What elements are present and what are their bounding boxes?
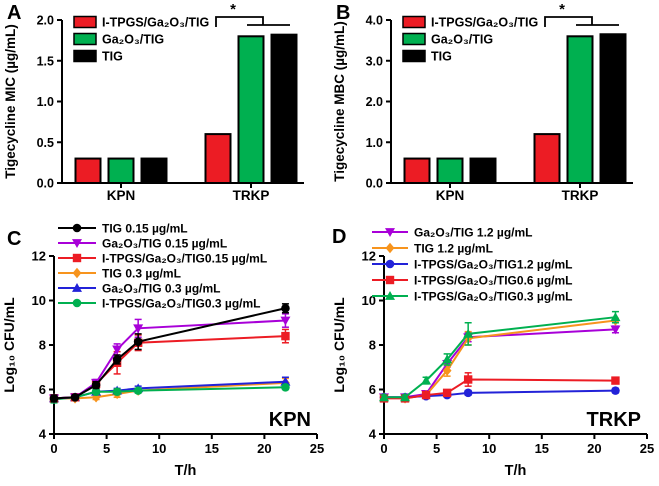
bar-TRKP-2 xyxy=(599,33,627,185)
svg-text:20: 20 xyxy=(257,441,271,456)
svg-text:2.0: 2.0 xyxy=(37,14,54,28)
panel-c-label: C xyxy=(7,228,22,250)
svg-text:0.5: 0.5 xyxy=(37,136,54,150)
svg-text:5: 5 xyxy=(103,441,110,456)
legend-B: I-TPGS/Ga₂O₃/TIG Ga₂O₃/TIG TIG xyxy=(402,16,538,64)
svg-text:TIG 0.15 µg/mL: TIG 0.15 µg/mL xyxy=(102,222,188,236)
svg-text:I-TPGS/Ga₂O₃/TIG: I-TPGS/Ga₂O₃/TIG xyxy=(431,16,538,30)
svg-text:6: 6 xyxy=(369,382,376,397)
panel-b-label: B xyxy=(336,2,351,24)
series-line xyxy=(49,303,290,403)
svg-text:TRKP: TRKP xyxy=(562,188,599,203)
svg-text:I-TPGS/Ga₂O₃/TIG0.3 µg/mL: I-TPGS/Ga₂O₃/TIG0.3 µg/mL xyxy=(102,297,260,311)
svg-text:4: 4 xyxy=(39,427,47,442)
svg-text:T/h: T/h xyxy=(505,463,527,479)
svg-text:6: 6 xyxy=(39,382,46,397)
bar-TRKP-1 xyxy=(237,35,265,184)
series-C xyxy=(49,303,291,404)
svg-text:I-TPGS/Ga₂O₃/TIG1.2 µg/mL: I-TPGS/Ga₂O₃/TIG1.2 µg/mL xyxy=(414,258,572,272)
svg-text:25: 25 xyxy=(640,441,654,456)
bar-KPN-2 xyxy=(140,157,168,185)
svg-text:TIG: TIG xyxy=(431,50,452,64)
bar-KPN-0 xyxy=(403,157,431,185)
svg-text:TIG: TIG xyxy=(102,50,123,64)
svg-text:T/h: T/h xyxy=(175,463,197,479)
svg-text:TIG 0.3 µg/mL: TIG 0.3 µg/mL xyxy=(102,267,181,281)
svg-text:20: 20 xyxy=(587,441,601,456)
svg-text:KPN: KPN xyxy=(269,409,311,431)
svg-text:*: * xyxy=(559,1,565,18)
svg-text:I-TPGS/Ga₂O₃/TIG0.6 µg/mL: I-TPGS/Ga₂O₃/TIG0.6 µg/mL xyxy=(414,274,572,288)
svg-text:*: * xyxy=(230,1,236,18)
svg-text:3.0: 3.0 xyxy=(366,54,383,68)
bar-KPN-1 xyxy=(107,157,135,185)
svg-text:0.0: 0.0 xyxy=(366,177,383,191)
legend-D: Ga₂O₃/TIG 1.2 µg/mL TIG 1.2 µg/mL I-TPGS/G… xyxy=(372,226,572,304)
svg-text:5: 5 xyxy=(433,441,440,456)
panel-b-mbc-bar-chart: 0.0 1.0 2.0 3.0 4.0 Tigecycline MBC (µg/mL) KP… xyxy=(332,1,633,203)
svg-text:Ga₂O₃/TIG: Ga₂O₃/TIG xyxy=(102,33,164,47)
panel-a-label: A xyxy=(7,2,22,24)
svg-text:1.0: 1.0 xyxy=(366,136,383,150)
bars-B xyxy=(403,33,627,185)
series-line xyxy=(379,310,621,402)
svg-text:1.5: 1.5 xyxy=(37,54,54,68)
svg-text:4.0: 4.0 xyxy=(366,14,383,28)
bar-KPN-2 xyxy=(469,157,497,185)
svg-text:Ga₂O₃/TIG 1.2 µg/mL: Ga₂O₃/TIG 1.2 µg/mL xyxy=(414,226,532,240)
svg-text:8: 8 xyxy=(39,338,46,353)
svg-text:4: 4 xyxy=(369,427,377,442)
svg-text:Tigecycline MBC (µg/mL): Tigecycline MBC (µg/mL) xyxy=(332,21,347,182)
panel-d-label: D xyxy=(332,226,347,248)
svg-text:TRKP: TRKP xyxy=(587,409,641,431)
axes-C: 4 6 8 10 12 0 5 10 15 20 25 T/h Log₁₀ CFU/mL KPN xyxy=(1,249,324,480)
svg-text:Ga₂O₃/TIG 0.15 µg/mL: Ga₂O₃/TIG 0.15 µg/mL xyxy=(102,237,227,251)
bar-KPN-0 xyxy=(74,157,102,185)
svg-text:TIG 1.2 µg/mL: TIG 1.2 µg/mL xyxy=(414,242,493,256)
significance-bracket-B: * xyxy=(544,1,619,27)
svg-text:1.0: 1.0 xyxy=(37,95,54,109)
svg-text:15: 15 xyxy=(535,441,549,456)
svg-text:10: 10 xyxy=(152,441,166,456)
svg-text:12: 12 xyxy=(32,249,46,264)
svg-text:0: 0 xyxy=(380,441,387,456)
panel-a-mic-bar-chart: 0.0 0.5 1.0 1.5 2.0 Tigecycline MIC (µg/mL) KP… xyxy=(3,1,304,203)
bars-A xyxy=(74,33,298,185)
svg-text:KPN: KPN xyxy=(436,188,465,203)
svg-text:25: 25 xyxy=(310,441,324,456)
svg-text:Log₁₀ CFU/mL: Log₁₀ CFU/mL xyxy=(1,297,17,393)
svg-text:Ga₂O₃/TIG: Ga₂O₃/TIG xyxy=(431,33,493,47)
series-D xyxy=(379,310,621,404)
svg-text:TRKP: TRKP xyxy=(233,188,270,203)
bar-TRKP-0 xyxy=(204,133,232,185)
bar-TRKP-2 xyxy=(270,33,298,184)
svg-text:Tigecycline MIC (µg/mL): Tigecycline MIC (µg/mL) xyxy=(3,24,18,179)
svg-text:10: 10 xyxy=(482,441,496,456)
panel-c-growth-curve-kpn: 4 6 8 10 12 0 5 10 15 20 25 T/h Log₁₀ CFU/mL KPN TIG 0… xyxy=(1,222,324,480)
svg-text:0.0: 0.0 xyxy=(37,177,54,191)
svg-text:Log₁₀ CFU/mL: Log₁₀ CFU/mL xyxy=(331,297,347,393)
svg-text:I-TPGS/Ga₂O₃/TIG0.3 µg/mL: I-TPGS/Ga₂O₃/TIG0.3 µg/mL xyxy=(414,290,572,304)
bar-KPN-1 xyxy=(436,157,464,185)
axes-A: 0.0 0.5 1.0 1.5 2.0 Tigecycline MIC (µg/mL) KP… xyxy=(3,14,304,203)
svg-text:15: 15 xyxy=(205,441,219,456)
svg-text:8: 8 xyxy=(369,338,376,353)
svg-text:I-TPGS/Ga₂O₃/TIG: I-TPGS/Ga₂O₃/TIG xyxy=(102,16,209,30)
svg-text:Ga₂O₃/TIG 0.3 µg/mL: Ga₂O₃/TIG 0.3 µg/mL xyxy=(102,282,220,296)
legend-A: I-TPGS/Ga₂O₃/TIG Ga₂O₃/TIG TIG xyxy=(73,16,209,64)
svg-text:12: 12 xyxy=(362,249,376,264)
svg-text:KPN: KPN xyxy=(107,188,136,203)
svg-text:0: 0 xyxy=(50,441,57,456)
svg-text:10: 10 xyxy=(32,293,46,308)
svg-text:2.0: 2.0 xyxy=(366,95,383,109)
svg-text:I-TPGS/Ga₂O₃/TIG0.15 µg/mL: I-TPGS/Ga₂O₃/TIG0.15 µg/mL xyxy=(102,252,267,266)
bar-TRKP-0 xyxy=(533,133,561,185)
bar-TRKP-1 xyxy=(566,35,594,184)
significance-bracket-A: * xyxy=(215,1,290,27)
